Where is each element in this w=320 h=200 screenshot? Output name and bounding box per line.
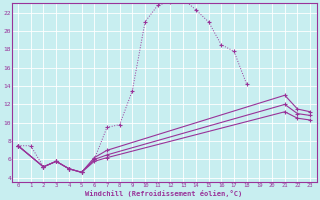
X-axis label: Windchill (Refroidissement éolien,°C): Windchill (Refroidissement éolien,°C) <box>85 190 243 197</box>
